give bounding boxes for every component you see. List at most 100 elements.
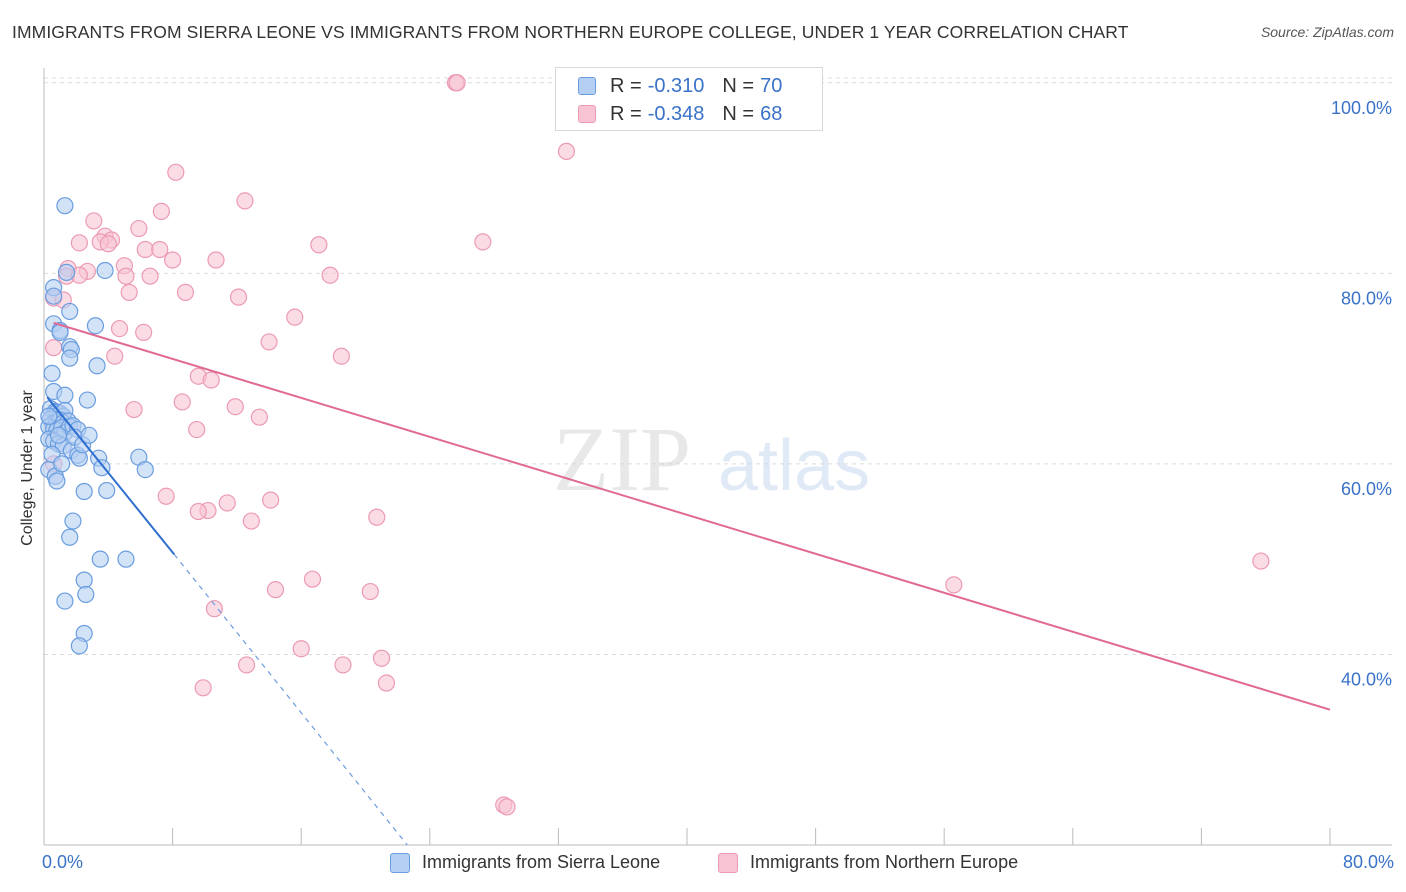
- data-point: [77, 585, 95, 604]
- legend-swatch-blue: [578, 77, 596, 95]
- points-northern-europe: [45, 74, 1270, 816]
- data-point: [242, 512, 260, 530]
- data-point: [70, 637, 88, 655]
- data-point: [56, 197, 74, 215]
- data-point: [151, 240, 169, 259]
- data-point: [303, 570, 322, 588]
- correlation-legend: R = -0.310 N = 70 R = -0.348 N = 68: [555, 67, 823, 131]
- data-point: [98, 481, 116, 500]
- data-point: [321, 266, 339, 284]
- data-point: [202, 371, 220, 389]
- watermark-atlas: atlas: [718, 426, 870, 506]
- trend-line-sierra-leone-extrapolated: [173, 554, 408, 846]
- source-label: Source: ZipAtlas.com: [1260, 24, 1394, 40]
- data-point: [361, 582, 379, 601]
- legend-swatch-blue: [390, 852, 410, 873]
- data-point: [85, 212, 103, 230]
- data-point: [167, 163, 185, 181]
- data-point: [70, 234, 88, 252]
- data-point: [43, 364, 61, 382]
- data-point: [207, 251, 225, 269]
- legend-r-value: -0.348: [647, 102, 705, 125]
- x-tick-max: 80.0%: [1342, 852, 1394, 872]
- data-point: [164, 251, 182, 269]
- legend-r-label: R =: [610, 102, 642, 125]
- data-point: [236, 192, 254, 210]
- y-tick-label-0: 40.0%: [1341, 669, 1392, 689]
- data-point: [334, 656, 352, 674]
- data-point: [1252, 552, 1270, 570]
- data-point: [945, 576, 963, 594]
- data-point: [292, 640, 310, 658]
- data-point: [56, 592, 74, 610]
- data-point: [117, 550, 135, 568]
- watermark: ZIP atlas: [553, 408, 870, 510]
- y-tick-label-1: 60.0%: [1341, 479, 1392, 499]
- data-point: [96, 261, 114, 280]
- data-point: [152, 202, 170, 220]
- trend-lines: [46, 321, 1331, 846]
- data-point: [157, 487, 175, 505]
- legend-swatch-pink: [718, 852, 738, 873]
- data-point: [106, 347, 124, 365]
- data-point: [372, 649, 391, 667]
- y-axis-label: College, Under 1 year: [19, 390, 36, 546]
- legend-r-value: -0.310: [647, 74, 705, 97]
- data-point: [474, 233, 492, 251]
- legend-n-value: 68: [760, 102, 783, 125]
- data-point: [135, 323, 153, 341]
- data-point: [176, 283, 195, 301]
- data-point: [310, 236, 328, 254]
- data-point: [49, 426, 68, 444]
- data-point: [250, 408, 269, 426]
- data-point: [218, 494, 236, 512]
- data-point: [53, 455, 71, 473]
- data-point: [136, 240, 154, 259]
- legend-row-northern-europe: R = -0.348 N = 68: [578, 101, 782, 127]
- data-point: [120, 283, 138, 301]
- data-point: [91, 550, 109, 568]
- legend-n-value: 70: [760, 74, 783, 97]
- data-point: [173, 393, 191, 411]
- legend-n-label: N =: [722, 102, 755, 125]
- data-point: [141, 267, 159, 285]
- legend-row-sierra-leone: R = -0.310 N = 70: [578, 73, 782, 99]
- watermark-zip: ZIP: [553, 408, 691, 510]
- legend-n-label: N =: [722, 74, 755, 97]
- legend-item-northern-europe[interactable]: Immigrants from Northern Europe: [718, 852, 1018, 873]
- y-tick-label-2: 80.0%: [1341, 288, 1392, 308]
- data-point: [61, 302, 79, 321]
- data-point: [80, 426, 98, 444]
- gridlines: [44, 77, 1392, 655]
- data-point: [262, 491, 280, 509]
- data-point: [93, 459, 111, 477]
- legend-r-label: R =: [610, 74, 642, 97]
- data-point: [75, 571, 93, 589]
- data-point: [194, 679, 212, 697]
- data-point: [266, 581, 285, 599]
- data-point: [189, 502, 207, 521]
- data-point: [45, 287, 63, 305]
- data-point: [78, 391, 97, 409]
- trend-line-sierra-leone: [46, 396, 175, 556]
- data-point: [61, 528, 79, 546]
- data-point: [237, 656, 256, 674]
- legend-swatch-pink: [578, 105, 596, 123]
- data-point: [226, 398, 244, 416]
- data-point: [205, 600, 223, 618]
- data-point: [368, 508, 386, 526]
- legend-item-sierra-leone[interactable]: Immigrants from Sierra Leone: [390, 852, 660, 873]
- data-point: [61, 349, 79, 367]
- data-point: [188, 420, 206, 439]
- data-point: [117, 267, 135, 285]
- data-point: [110, 319, 129, 338]
- data-point: [130, 219, 148, 238]
- data-point: [45, 339, 63, 357]
- data-point: [125, 400, 143, 419]
- data-point: [557, 142, 576, 160]
- data-point: [64, 512, 82, 530]
- data-point: [448, 74, 466, 92]
- series-legend: Immigrants from Sierra Leone Immigrants …: [0, 852, 1406, 878]
- data-point: [75, 482, 93, 501]
- data-point: [229, 288, 248, 306]
